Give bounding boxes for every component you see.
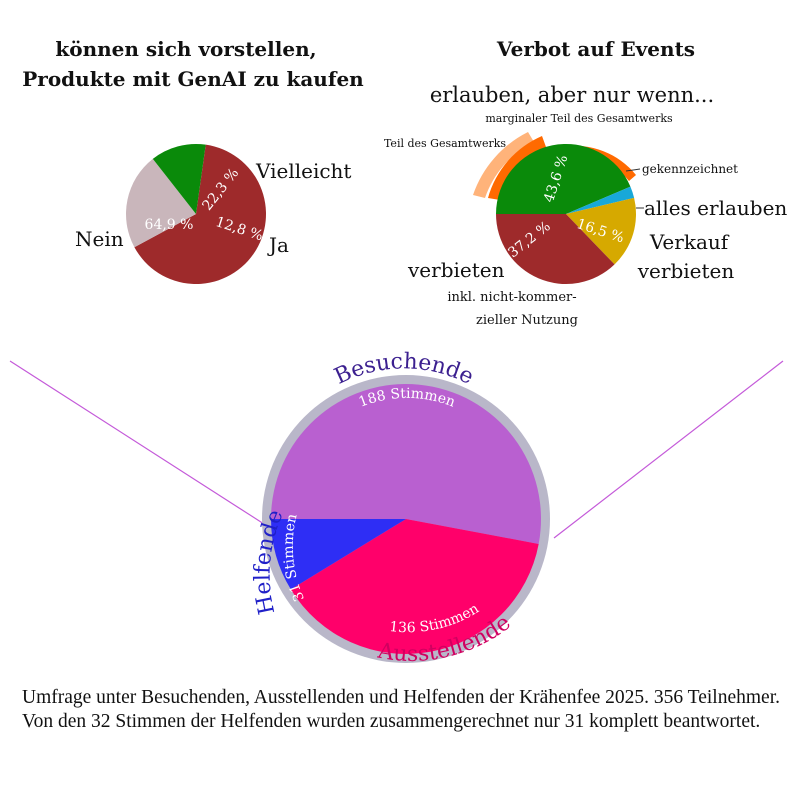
chart1-value-nein: 64,9 % <box>145 217 194 233</box>
chart-genai: können sich vorstellen, Produkte mit Gen… <box>22 37 364 284</box>
chart1-label-ja: Ja <box>267 233 289 257</box>
chart2-group-label: erlauben, aber nur wenn... <box>430 83 714 107</box>
chart2-label-alles: alles erlauben <box>644 196 787 220</box>
chart1-label-vielleicht: Vielleicht <box>255 159 351 183</box>
slice-verbieten <box>496 214 615 285</box>
chart2-sublabel-1: inkl. nicht-kommer- <box>447 290 576 305</box>
chart2-sublabel-2: zieller Nutzung <box>476 313 578 328</box>
slice-vielleicht <box>126 158 196 248</box>
survey-caption: Umfrage unter Besuchenden, Ausstellenden… <box>22 687 780 732</box>
gekennzeichnet-leader <box>625 168 641 172</box>
chart2-label-verbieten: verbieten <box>407 258 505 282</box>
sublabel-teil: Teil des Gesamtwerks <box>384 137 506 150</box>
slice-ausstellende <box>290 519 539 654</box>
chart1-title-line1: können sich vorstellen, <box>55 37 316 61</box>
chart2-label-verkauf-2: verbieten <box>637 259 735 283</box>
slice-besuchende <box>271 384 541 544</box>
connector-line-left <box>9 360 265 525</box>
slice-ja <box>152 143 206 214</box>
slice-gekennzeichnet <box>496 143 631 214</box>
slice-alles-erlauben <box>566 186 635 214</box>
slice-verkauf-verbieten <box>566 197 637 265</box>
chart-verbot: Verbot auf Events erlauben, aber nur wen… <box>384 37 787 328</box>
chart1-label-nein: Nein <box>75 227 124 251</box>
connector-line-right <box>553 360 784 539</box>
orange-ring-light <box>473 132 534 198</box>
slice-helfende <box>271 519 406 590</box>
chart2-label-verkauf-1: Verkauf <box>649 230 730 254</box>
slice-nein <box>134 144 266 284</box>
chart1-title-line2: Produkte mit GenAI zu kaufen <box>22 67 364 91</box>
chart2-title: Verbot auf Events <box>496 37 695 61</box>
chart2-label-gekennzeichnet: gekennzeichnet <box>642 162 738 176</box>
sublabel-marginal: marginaler Teil des Gesamtwerks <box>485 112 673 125</box>
chart-teilnehmer: Besuchende 188 Stimmen Helfende 31 Stimm… <box>251 349 550 667</box>
